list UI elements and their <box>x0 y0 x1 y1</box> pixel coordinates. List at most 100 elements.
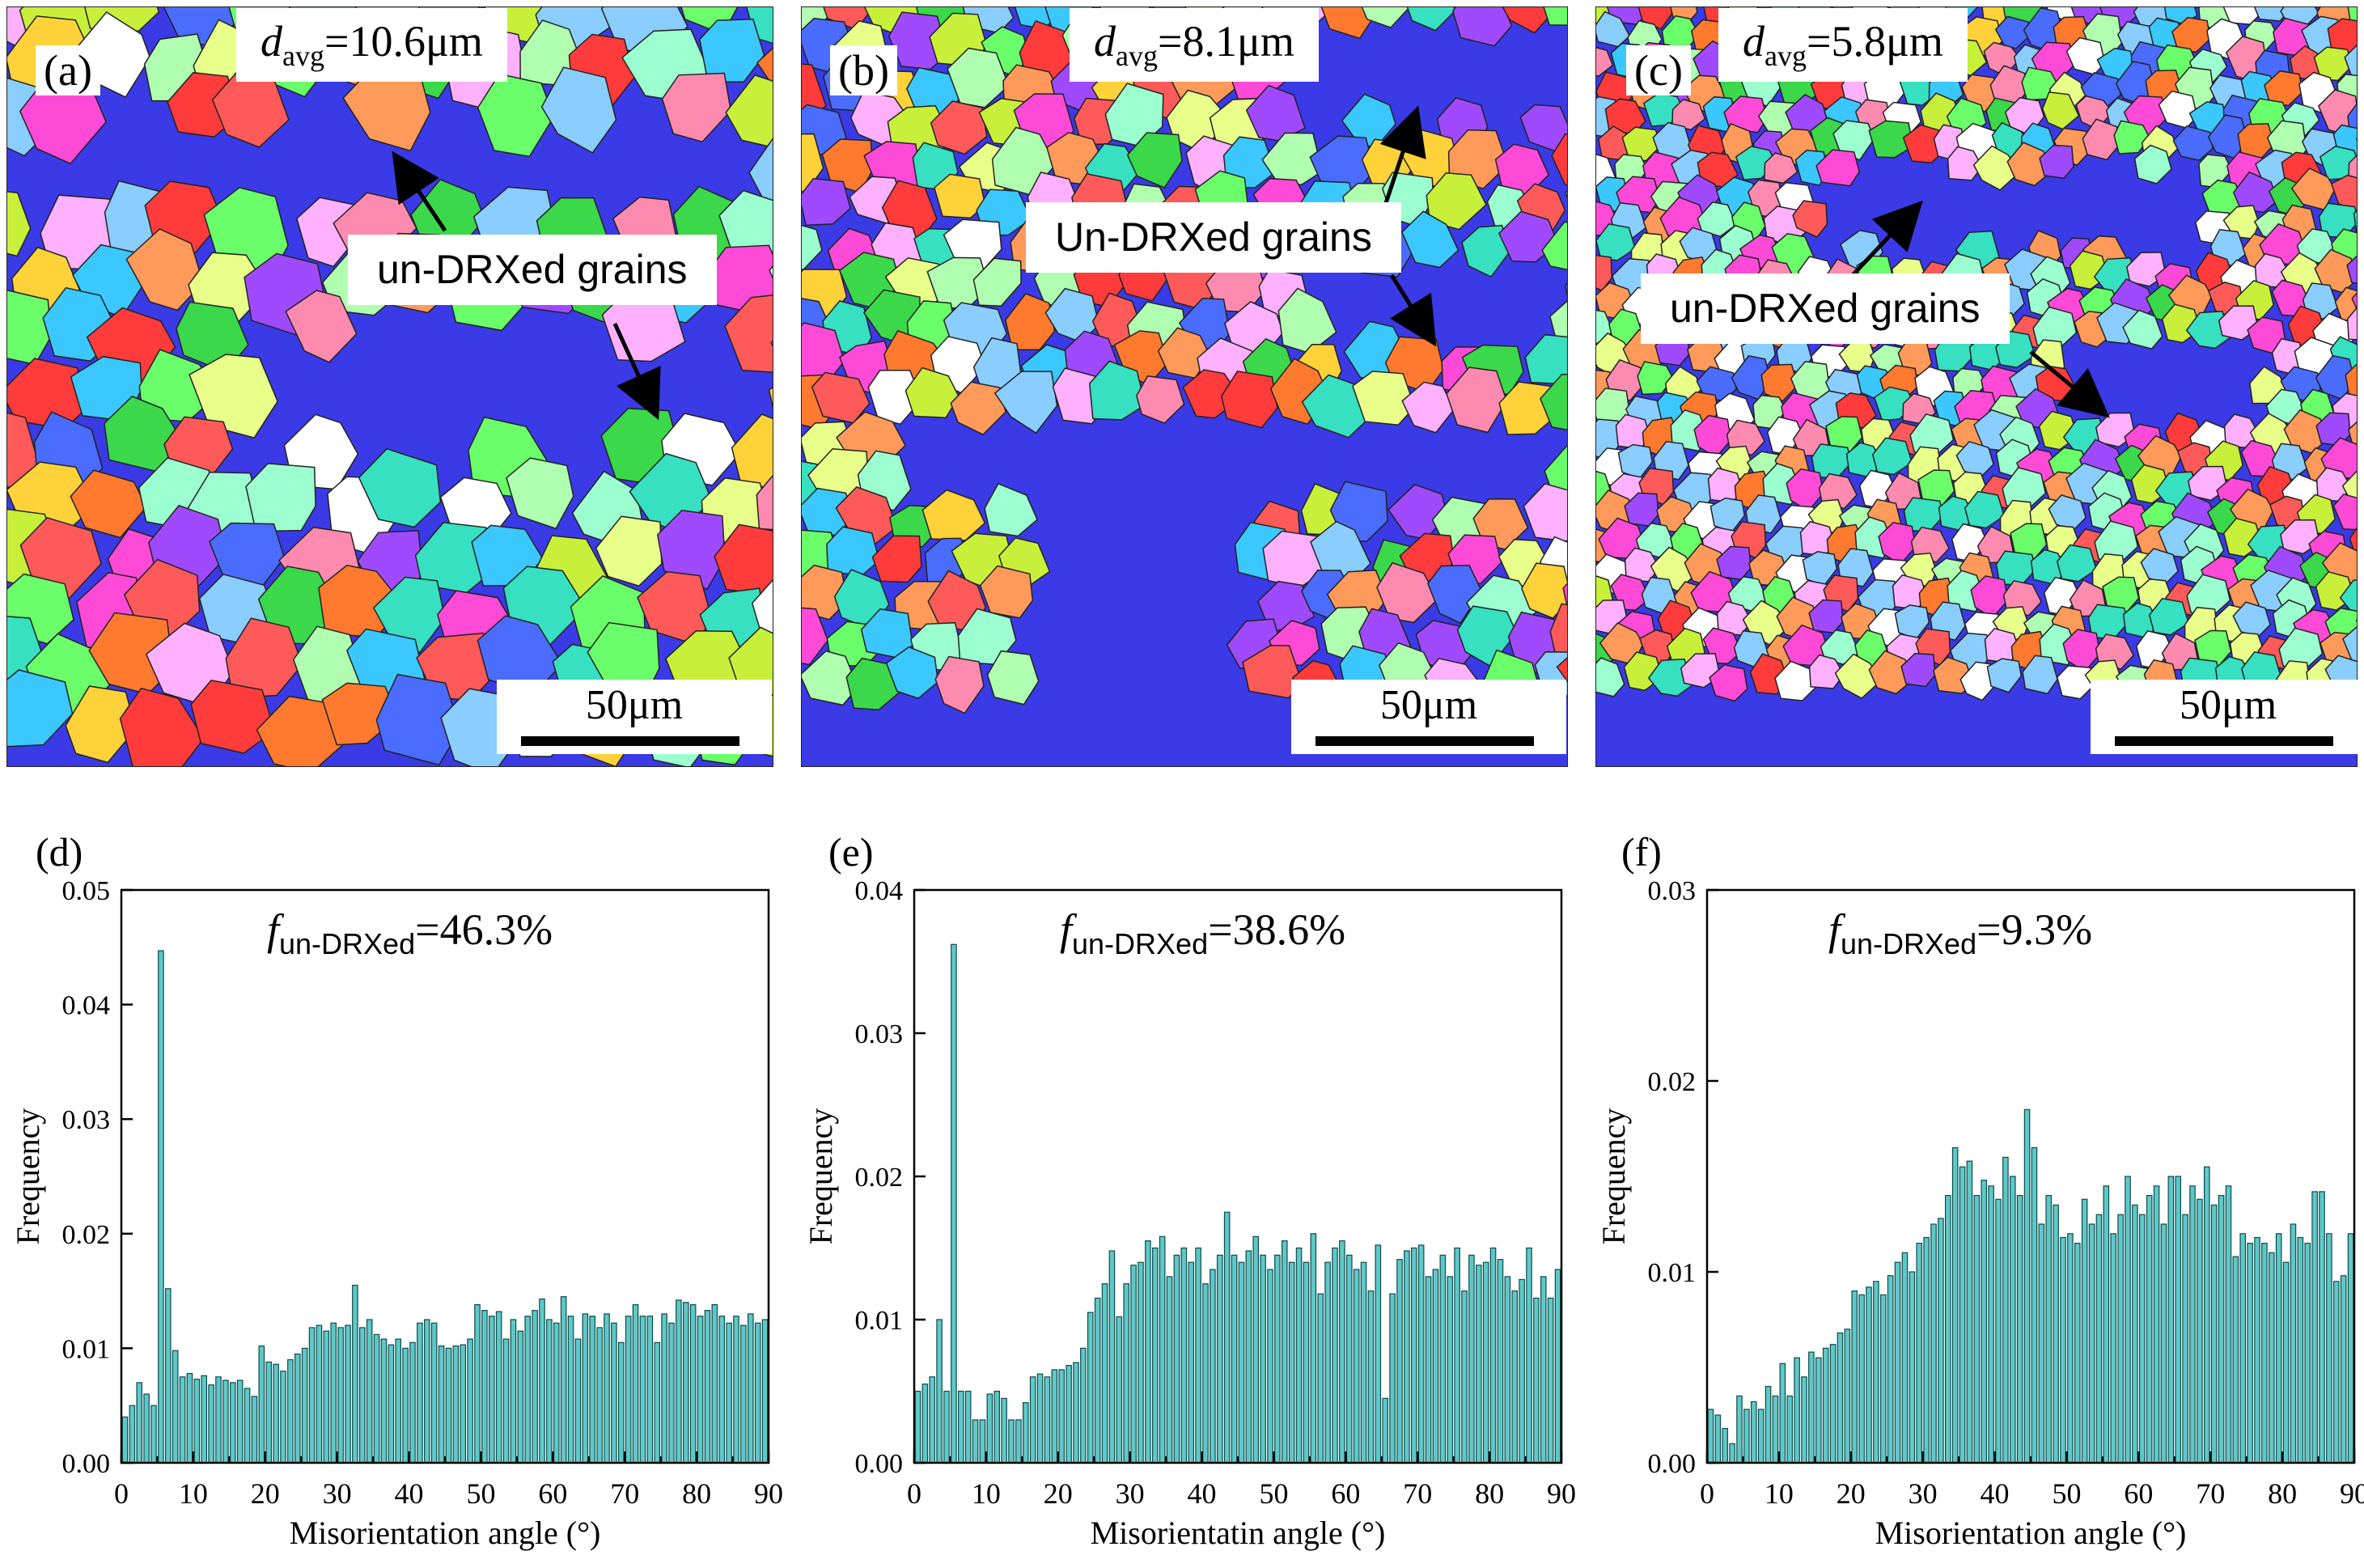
histogram-bar <box>1533 1297 1540 1464</box>
histogram-bar <box>2088 1223 2095 1464</box>
histogram-bar <box>2167 1176 2175 1464</box>
histogram-bar <box>430 1322 438 1464</box>
callout-a: un-DRXed grains <box>348 235 717 305</box>
histogram-bar <box>639 1316 646 1464</box>
callout-c: un-DRXed grains <box>1641 273 2010 344</box>
histogram-bar <box>1044 1376 1051 1464</box>
histogram-bar <box>1015 1419 1022 1464</box>
x-tick-label: 20 <box>251 1477 280 1510</box>
histogram-bar <box>1519 1278 1525 1464</box>
y-tick-label: 0.01 <box>855 1306 904 1336</box>
histogram-bar <box>1837 1332 1844 1464</box>
histogram-bar <box>1065 1365 1072 1464</box>
histogram-bar <box>1310 1233 1317 1464</box>
x-tick-label: 10 <box>972 1477 1001 1510</box>
histogram-bar <box>718 1316 726 1464</box>
x-tick-label: 0 <box>1700 1477 1714 1510</box>
histogram-bar <box>172 1350 179 1464</box>
histogram-bar <box>215 1376 222 1464</box>
histogram-bar <box>280 1371 286 1464</box>
histogram-bar <box>438 1345 445 1464</box>
fraction-subscript: un-DRXed <box>1841 926 1977 960</box>
histogram-bar <box>1887 1275 1894 1464</box>
histogram-bar <box>467 1338 473 1464</box>
histogram-bar <box>2117 1214 2124 1464</box>
fraction-symbol: f <box>1828 905 1841 954</box>
y-tick-label: 0.04 <box>855 876 904 906</box>
histogram-bar <box>1058 1369 1065 1464</box>
histogram-bar <box>539 1298 545 1464</box>
histogram-bar <box>733 1316 739 1464</box>
histogram-bar <box>2239 1233 2247 1464</box>
histogram-bar <box>179 1376 186 1464</box>
histogram-bar <box>1909 1271 1916 1464</box>
histogram-bar <box>1765 1385 1772 1464</box>
histogram-bar <box>993 1390 1001 1464</box>
histogram-bar <box>1231 1254 1238 1464</box>
fraction-value: =38.6% <box>1208 905 1346 954</box>
x-tick-label: 40 <box>1981 1477 2010 1510</box>
x-tick-label: 20 <box>1837 1477 1866 1510</box>
x-tick-label: 60 <box>1331 1477 1360 1510</box>
histogram-bar <box>1375 1244 1382 1464</box>
histogram-bar <box>1036 1373 1044 1464</box>
x-axis-label: Misorientatin angle (°) <box>1091 1515 1386 1551</box>
scale-bar-line <box>1315 736 1534 746</box>
histogram-bar <box>510 1319 517 1464</box>
fraction-symbol: f <box>1060 905 1073 954</box>
histogram-bar <box>445 1347 452 1464</box>
histogram-bar <box>358 1327 366 1464</box>
histogram-bar <box>2319 1191 2325 1464</box>
histogram-bar <box>229 1382 236 1464</box>
histogram-bar <box>1101 1283 1108 1464</box>
histogram-bar <box>943 1390 950 1464</box>
histogram-bar <box>1995 1198 2002 1464</box>
histogram-bar <box>2225 1185 2232 1464</box>
histogram-bar <box>395 1338 402 1464</box>
histogram-bar <box>287 1358 294 1464</box>
histogram-bar <box>417 1322 423 1464</box>
histogram-bar <box>1317 1293 1324 1464</box>
histogram-bar <box>617 1341 625 1464</box>
histogram-bar <box>2031 1147 2038 1464</box>
x-axis-label: Misorientation angle (°) <box>290 1515 601 1551</box>
histogram-bar <box>244 1388 251 1464</box>
histogram-bar <box>1951 1147 1959 1464</box>
histogram-bar <box>208 1384 214 1464</box>
histogram-bar <box>308 1327 316 1464</box>
histogram-bar <box>366 1319 373 1464</box>
ebsd-map-b <box>801 6 1568 767</box>
histogram-bar <box>1729 1443 1735 1464</box>
histogram-bar <box>1195 1247 1201 1464</box>
davg-subscript: avg <box>1116 39 1158 72</box>
x-tick-label: 20 <box>1044 1477 1073 1510</box>
x-tick-label: 60 <box>2124 1477 2153 1510</box>
histogram-bar <box>1274 1254 1281 1464</box>
histogram-bar <box>380 1338 388 1464</box>
histogram-bar <box>1123 1283 1130 1464</box>
histogram-bar <box>726 1322 732 1464</box>
fraction-annotation: fun-DRXed=38.6% <box>1060 908 1345 959</box>
histogram-bar <box>936 1319 943 1464</box>
davg-value: =10.6μm <box>324 17 483 66</box>
histogram-bar <box>524 1316 532 1464</box>
davg-label-c: davg=5.8μm <box>1718 8 1968 82</box>
histogram-bar <box>957 1390 964 1464</box>
x-tick-label: 90 <box>754 1477 783 1510</box>
davg-subscript: avg <box>1765 39 1807 72</box>
y-tick-label: 0.05 <box>62 876 111 906</box>
histogram-bar <box>1981 1180 1988 1464</box>
histogram-bar <box>1722 1427 1729 1464</box>
histogram-bar <box>143 1393 150 1464</box>
histogram-bar <box>1345 1254 1353 1464</box>
histogram-bar <box>402 1347 409 1464</box>
y-axis-label: Frequency <box>803 1108 839 1245</box>
x-tick-label: 60 <box>538 1477 567 1510</box>
histogram-bar <box>2053 1204 2059 1464</box>
histogram-bar <box>1504 1276 1511 1464</box>
histogram-bar <box>553 1322 560 1464</box>
histogram-bar <box>1930 1223 1937 1464</box>
histogram-bar <box>1851 1290 1858 1464</box>
histogram-bar <box>1138 1261 1144 1464</box>
histogram-bar <box>532 1310 538 1464</box>
